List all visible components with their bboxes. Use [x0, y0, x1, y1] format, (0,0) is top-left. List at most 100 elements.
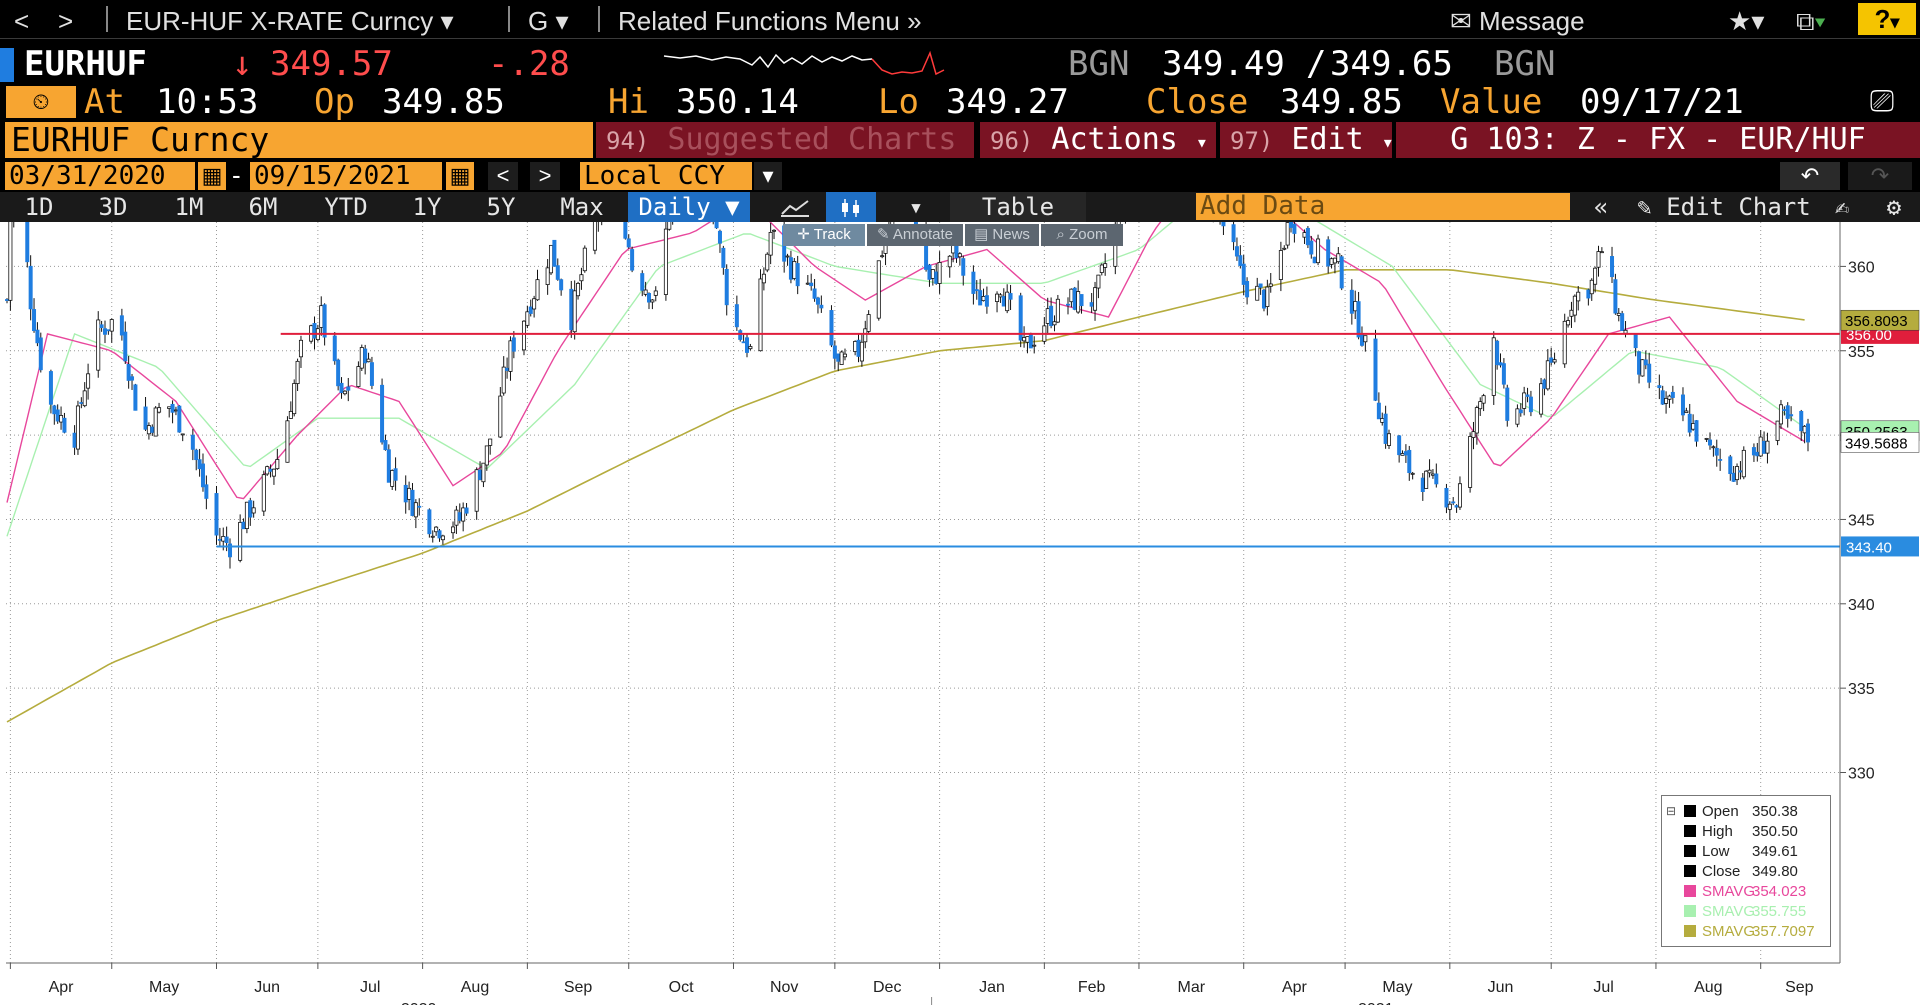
undo-icon[interactable]: ↶ [1780, 162, 1840, 190]
candle-body [224, 536, 229, 543]
next-period-button[interactable]: > [530, 162, 560, 190]
calendar-icon[interactable]: ▦ [446, 162, 474, 190]
candle-body [761, 273, 766, 284]
zoom-tool[interactable]: ⌕ Zoom [1041, 224, 1123, 246]
candle-body [525, 311, 530, 326]
candle-body [1376, 402, 1381, 420]
frequency-select[interactable]: Daily ▼ [628, 192, 750, 222]
candle-body [228, 543, 233, 558]
collapse-icon[interactable]: « [1593, 193, 1609, 221]
gauge-icon[interactable]: ⏲ [6, 86, 76, 118]
pencil-icon: ✎ [1637, 193, 1652, 221]
legend-value: 349.80 [1752, 863, 1798, 880]
legend-swatch [1684, 925, 1696, 937]
candle-body [1052, 321, 1057, 326]
period-1m[interactable]: 1M [174, 193, 204, 221]
chevron-down-icon[interactable]: ▾ [908, 193, 924, 221]
table-button[interactable]: Table [950, 192, 1086, 222]
suggested-charts-button[interactable]: 94) Suggested Charts [596, 122, 974, 158]
candle-body [484, 445, 489, 466]
close-price: 349.85 [1280, 82, 1403, 122]
function-menu[interactable]: G ▾ [528, 6, 569, 36]
candle-body [1234, 246, 1239, 257]
end-date-field[interactable]: 09/15/2021 [250, 162, 442, 190]
gear-icon[interactable]: ⚙ [1886, 193, 1902, 221]
period-5y[interactable]: 5Y [486, 193, 516, 221]
security-field[interactable]: EURHUF Curncy [5, 122, 593, 158]
favorites-button[interactable]: ★▾ [1728, 6, 1765, 36]
candle-body [109, 319, 114, 332]
period-max[interactable]: Max [560, 193, 604, 221]
related-functions-menu[interactable]: Related Functions Menu » [618, 6, 922, 36]
candle-body [549, 244, 554, 274]
candle-body [393, 468, 398, 481]
candle-body [984, 295, 989, 307]
currency-select[interactable]: Local CCY [580, 162, 752, 190]
candle-body [815, 297, 820, 305]
actions-button[interactable]: 96) Actions ▾ [980, 122, 1216, 158]
add-data-input[interactable]: Add Data [1196, 193, 1570, 220]
candle-body [1471, 431, 1476, 438]
ask-source: BGN [1494, 44, 1556, 84]
legend-row: SMAVG354.023 [1684, 883, 1806, 901]
x-tick-label: Aug [1694, 979, 1722, 996]
previous-period-button[interactable]: < [488, 162, 518, 190]
news-tool[interactable]: ▤ News [965, 224, 1039, 246]
candle-body [72, 432, 77, 448]
x-tick-label: Nov [770, 979, 798, 996]
date-dash: - [232, 160, 241, 190]
y-tick-label: 330 [1848, 766, 1875, 783]
period-ytd[interactable]: YTD [324, 193, 368, 221]
draw-icon[interactable]: ✍ [1834, 193, 1850, 221]
chart-id: G 103: Z - FX - EUR/HUF [1396, 122, 1920, 158]
period-1d[interactable]: 1D [24, 193, 54, 221]
candle-body [1785, 405, 1790, 419]
candle-body [410, 489, 415, 516]
collapse-icon[interactable]: ⊟ [1666, 804, 1677, 818]
redo-icon[interactable]: ↷ [1848, 162, 1912, 190]
edit-chart-button[interactable]: ✎ Edit Chart [1637, 193, 1811, 221]
start-date-field[interactable]: 03/31/2020 [5, 162, 195, 190]
calendar-icon[interactable]: ▦ [198, 162, 226, 190]
annotate-tool[interactable]: ✎ Annotate [867, 224, 963, 246]
x-tick-label: Sep [1785, 979, 1814, 996]
screen-icon[interactable]: ⎚ [1870, 84, 1894, 119]
candle-body [647, 293, 652, 303]
price-chart[interactable]: 330335340345350355360365370 AprMayJunJul… [0, 222, 1920, 1005]
edit-button[interactable]: 97) Edit ▾ [1220, 122, 1394, 158]
candle-body [190, 434, 195, 450]
line-chart-icon[interactable] [770, 192, 820, 222]
candle-body [1326, 239, 1331, 267]
period-1y[interactable]: 1Y [412, 193, 442, 221]
candle-body [528, 306, 533, 314]
candle-body [626, 238, 631, 248]
candle-body [332, 335, 337, 362]
candle-chart-icon[interactable] [826, 192, 876, 222]
candle-body [1312, 256, 1317, 264]
period-3d[interactable]: 3D [98, 193, 128, 221]
chevron-down-icon[interactable]: ▾ [754, 162, 782, 190]
y-tick-label: 345 [1848, 512, 1875, 529]
candle-body [221, 536, 226, 542]
candle-body [217, 539, 222, 541]
candle-body [1495, 340, 1500, 366]
window-button[interactable]: ⧉▾ [1796, 6, 1826, 36]
candle-body [1680, 394, 1685, 416]
legend-row: High 350.50 [1684, 823, 1798, 841]
track-tool[interactable]: ✛ Track [783, 224, 865, 246]
candle-body [451, 526, 456, 534]
candle-body [1434, 473, 1439, 485]
period-6m[interactable]: 6M [248, 193, 278, 221]
help-button[interactable]: ?▾ [1858, 3, 1916, 35]
candle-body [1349, 289, 1354, 314]
forward-button[interactable]: > [58, 6, 74, 36]
candle-body [1572, 295, 1577, 316]
back-button[interactable]: < [14, 6, 30, 36]
candle-body [1515, 408, 1520, 425]
message-button[interactable]: ✉ Message [1450, 6, 1585, 36]
candle-body [1481, 395, 1486, 404]
candle-body [359, 347, 364, 369]
candle-body [1528, 396, 1533, 413]
candle-body [772, 229, 777, 232]
security-menu[interactable]: EUR-HUF X-RATE Curncy ▾ [126, 6, 454, 36]
